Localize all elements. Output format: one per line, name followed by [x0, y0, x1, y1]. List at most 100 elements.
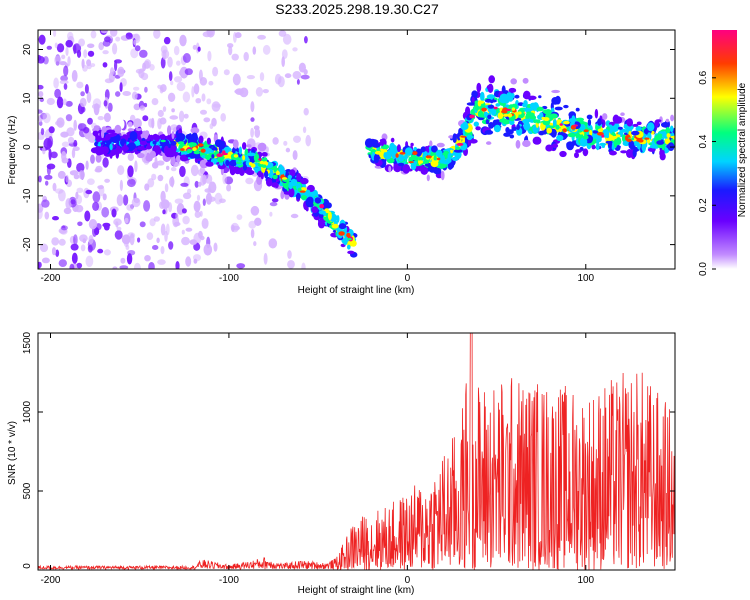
spectral-blob [514, 94, 520, 99]
noise-speckle [302, 126, 307, 134]
spectral-blob [260, 172, 264, 180]
spectral-blob [592, 130, 599, 134]
spectral-blob [551, 89, 560, 94]
spectral-blob [121, 145, 129, 152]
noise-speckle [41, 257, 50, 264]
spectrogram-marks [38, 30, 675, 269]
noise-speckle [112, 43, 118, 55]
spectral-blob [465, 106, 471, 116]
noise-speckle [213, 242, 218, 252]
spectrogram-frame [37, 29, 676, 270]
snr-series-line [37, 332, 676, 571]
noise-speckle [133, 86, 140, 91]
snr-ylabel: SNR (10 * v/v) [7, 421, 18, 485]
spectral-blob [450, 149, 453, 154]
noise-speckle [300, 74, 310, 80]
spectral-blob [114, 124, 122, 134]
spectral-blob [597, 118, 602, 126]
noise-speckle [88, 219, 98, 230]
spectral-blob [597, 128, 604, 133]
spectral-blob [266, 178, 273, 187]
noise-speckle [195, 98, 202, 104]
spectral-blob [559, 150, 567, 158]
noise-speckle [187, 188, 192, 195]
spectral-blob [523, 121, 531, 131]
noise-speckle [67, 31, 74, 41]
noise-speckle [269, 202, 278, 207]
noise-speckle [85, 189, 93, 195]
noise-speckle [169, 115, 179, 120]
spectral-blob [628, 140, 635, 150]
spectral-blob [242, 155, 246, 161]
spectral-peak [425, 155, 432, 159]
spectral-blob [552, 119, 557, 127]
spectral-blob [615, 145, 621, 149]
noise-speckle [201, 218, 209, 229]
spectral-blob [574, 152, 579, 159]
noise-speckle [70, 243, 79, 251]
noise-speckle [303, 107, 309, 116]
noise-speckle [127, 250, 136, 256]
spectral-blob [97, 143, 102, 147]
noise-speckle [227, 43, 234, 48]
spectral-blob [391, 137, 395, 143]
noise-speckle [160, 246, 165, 255]
spectrogram-ytick-label: 10 [22, 92, 33, 104]
noise-speckle [80, 244, 86, 252]
noise-speckle [206, 98, 212, 105]
noise-speckle [73, 234, 78, 246]
spectral-blob [383, 144, 387, 151]
spectral-blob [338, 223, 347, 230]
spectral-blob [522, 103, 528, 108]
spectral-peak [511, 107, 516, 111]
spectral-blob [167, 125, 172, 136]
spectral-blob [475, 126, 481, 131]
noise-speckle [76, 49, 82, 58]
spectral-blob [452, 157, 459, 161]
spectral-blob [655, 119, 662, 123]
spectral-blob [272, 167, 279, 171]
noise-speckle [73, 119, 77, 131]
noise-speckle [292, 47, 298, 52]
spectral-peak [338, 231, 345, 236]
noise-speckle [52, 216, 59, 221]
noise-speckle [133, 103, 141, 111]
spectral-peak [503, 113, 509, 117]
spectral-blob [554, 106, 563, 111]
spectrogram-ylabel: Frequency (Hz) [7, 116, 18, 185]
spectral-blob [211, 154, 215, 159]
spectral-blob [420, 166, 429, 175]
spectral-peak [193, 150, 200, 155]
spectral-blob [176, 155, 181, 163]
noise-speckle [44, 174, 53, 180]
noise-speckle [196, 194, 201, 201]
noise-speckle [189, 239, 198, 245]
spectral-peak [347, 238, 352, 241]
spectral-blob [487, 83, 494, 94]
noise-speckle [250, 228, 255, 239]
spectral-peak [469, 114, 475, 119]
spectral-peak [287, 174, 292, 179]
spectral-blob [656, 140, 665, 145]
spectral-blob [456, 132, 461, 141]
spectral-blob [576, 117, 584, 122]
noise-speckle [119, 82, 123, 93]
noise-speckle [46, 97, 55, 106]
noise-speckle [287, 250, 292, 259]
spectral-blob [305, 206, 309, 212]
spectral-blob [217, 163, 226, 170]
noise-speckle [87, 50, 95, 57]
spectral-peak [236, 161, 242, 165]
noise-speckle [191, 86, 195, 98]
spectral-blob [137, 152, 145, 159]
spectral-blob [311, 206, 319, 214]
colorbar-tick-label: 0.0 [698, 262, 709, 276]
noise-speckle [233, 31, 237, 43]
snr-xtick-label: -200 [40, 575, 60, 586]
noise-speckle [94, 168, 102, 173]
noise-speckle [168, 71, 173, 82]
noise-speckle [185, 256, 192, 267]
noise-speckle [133, 118, 142, 129]
spectral-blob [487, 114, 492, 120]
